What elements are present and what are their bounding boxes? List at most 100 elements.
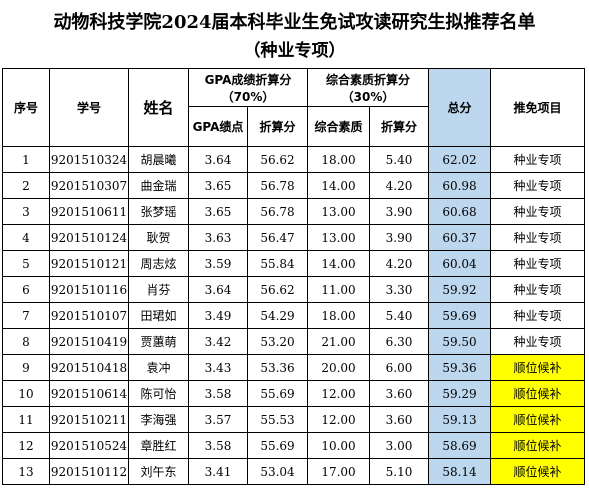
row-project: 种业专项	[490, 302, 585, 329]
row-student-id: 9201510124	[49, 224, 129, 251]
row-total: 60.37	[428, 224, 491, 251]
table-row: 6 9201510116 肖芬 3.64 56.62 11.00 3.30 59.92 种业专项	[2, 276, 585, 303]
row-student-id: 9201510112	[49, 458, 129, 485]
row-comp-quality: 18.00	[307, 146, 370, 173]
title-block: 动物科技学院2024届本科毕业生免试攻读研究生拟推荐名单 （种业专项）	[0, 0, 589, 66]
row-comp-quality: 14.00	[307, 250, 370, 277]
table-row: 8 9201510419 贾蕙萌 3.42 53.20 21.00 6.30 59.50 种业专…	[2, 328, 585, 355]
table-row: 12 9201510524 章胜红 3.58 55.69 10.00 3.00 58.69 顺位…	[2, 432, 585, 459]
row-comp-score: 3.90	[369, 224, 429, 251]
header-comp-group-weight: （30%）	[341, 89, 395, 104]
row-seq: 5	[2, 250, 50, 277]
row-seq: 8	[2, 328, 50, 355]
row-seq: 11	[2, 406, 50, 433]
row-seq: 6	[2, 276, 50, 303]
row-comp-score: 6.00	[369, 354, 429, 381]
row-seq: 9	[2, 354, 50, 381]
row-seq: 4	[2, 224, 50, 251]
row-gpa-score: 55.69	[247, 432, 308, 459]
header-project: 推免项目	[490, 68, 585, 147]
row-total: 62.02	[428, 146, 491, 173]
row-comp-quality: 21.00	[307, 328, 370, 355]
table-row: 13 9201510112 刘午东 3.41 53.04 17.00 5.10 58.14 顺位…	[2, 458, 585, 485]
row-student-id: 9201510307	[49, 172, 129, 199]
row-seq: 2	[2, 172, 50, 199]
row-gpa-score: 56.62	[247, 146, 308, 173]
row-gpa-points: 3.49	[188, 302, 248, 329]
row-total: 60.98	[428, 172, 491, 199]
row-student-id: 9201510121	[49, 250, 129, 277]
table-row: 5 9201510121 周志炫 3.59 55.84 14.00 4.20 60.04 种业专…	[2, 250, 585, 277]
row-name: 陈可怡	[128, 380, 189, 407]
row-gpa-points: 3.43	[188, 354, 248, 381]
row-comp-quality: 18.00	[307, 302, 370, 329]
row-comp-score: 3.60	[369, 406, 429, 433]
row-project: 顺位候补	[490, 406, 585, 433]
row-seq: 13	[2, 458, 50, 485]
row-gpa-points: 3.58	[188, 380, 248, 407]
header-comp-score: 折算分	[369, 106, 429, 147]
row-comp-score: 3.60	[369, 380, 429, 407]
header-gpa-points: GPA绩点	[188, 106, 248, 147]
row-name: 刘午东	[128, 458, 189, 485]
row-seq: 10	[2, 380, 50, 407]
table-row: 11 9201510211 李海强 3.57 55.53 12.00 3.60 59.13 顺位…	[2, 406, 585, 433]
row-gpa-score: 56.47	[247, 224, 308, 251]
row-seq: 1	[2, 146, 50, 173]
row-gpa-points: 3.65	[188, 172, 248, 199]
row-seq: 3	[2, 198, 50, 225]
row-total: 59.50	[428, 328, 491, 355]
row-comp-quality: 13.00	[307, 198, 370, 225]
header-comp-group-title: 综合素质折算分	[325, 72, 410, 87]
row-name: 田珺如	[128, 302, 189, 329]
row-comp-quality: 13.00	[307, 224, 370, 251]
row-seq: 12	[2, 432, 50, 459]
header-gpa-score: 折算分	[247, 106, 308, 147]
row-gpa-points: 3.58	[188, 432, 248, 459]
table-row: 1 9201510324 胡晨曦 3.64 56.62 18.00 5.40 62.02 种业专…	[2, 146, 585, 173]
header-comp-group: 综合素质折算分 （30%）	[307, 68, 429, 107]
row-project: 种业专项	[490, 172, 585, 199]
row-name: 耿贺	[128, 224, 189, 251]
row-total: 59.13	[428, 406, 491, 433]
page-subtitle: （种业专项）	[243, 41, 346, 61]
row-student-id: 9201510524	[49, 432, 129, 459]
row-total: 60.04	[428, 250, 491, 277]
row-project: 种业专项	[490, 328, 585, 355]
row-comp-quality: 14.00	[307, 172, 370, 199]
table-row: 3 9201510611 张梦瑶 3.65 56.78 13.00 3.90 60.68 种业专…	[2, 198, 585, 225]
header-gpa-group: GPA成绩折算分 （70%）	[188, 68, 308, 107]
row-gpa-points: 3.42	[188, 328, 248, 355]
row-name: 章胜红	[128, 432, 189, 459]
row-comp-score: 5.40	[369, 146, 429, 173]
row-comp-quality: 20.00	[307, 354, 370, 381]
row-name: 曲金瑞	[128, 172, 189, 199]
row-student-id: 9201510211	[49, 406, 129, 433]
row-comp-quality: 12.00	[307, 406, 370, 433]
row-total: 59.92	[428, 276, 491, 303]
row-comp-score: 5.10	[369, 458, 429, 485]
row-student-id: 9201510116	[49, 276, 129, 303]
header-total: 总分	[428, 68, 491, 147]
row-total: 58.14	[428, 458, 491, 485]
row-project: 种业专项	[490, 276, 585, 303]
page-title: 动物科技学院2024届本科毕业生免试攻读研究生拟推荐名单	[53, 12, 536, 33]
row-name: 张梦瑶	[128, 198, 189, 225]
header-comp-quality: 综合素质	[307, 106, 370, 147]
row-name: 贾蕙萌	[128, 328, 189, 355]
row-gpa-score: 56.78	[247, 172, 308, 199]
row-project: 种业专项	[490, 198, 585, 225]
row-gpa-points: 3.59	[188, 250, 248, 277]
row-student-id: 9201510418	[49, 354, 129, 381]
header-student-id: 学号	[49, 68, 129, 147]
row-student-id: 9201510107	[49, 302, 129, 329]
row-gpa-score: 55.53	[247, 406, 308, 433]
row-gpa-points: 3.64	[188, 276, 248, 303]
row-gpa-score: 53.36	[247, 354, 308, 381]
row-name: 李海强	[128, 406, 189, 433]
row-total: 59.36	[428, 354, 491, 381]
row-comp-quality: 12.00	[307, 380, 370, 407]
table-row: 9 9201510418 袁冲 3.43 53.36 20.00 6.00 59.36 顺位候补	[2, 354, 585, 381]
row-comp-score: 4.20	[369, 172, 429, 199]
row-gpa-points: 3.65	[188, 198, 248, 225]
